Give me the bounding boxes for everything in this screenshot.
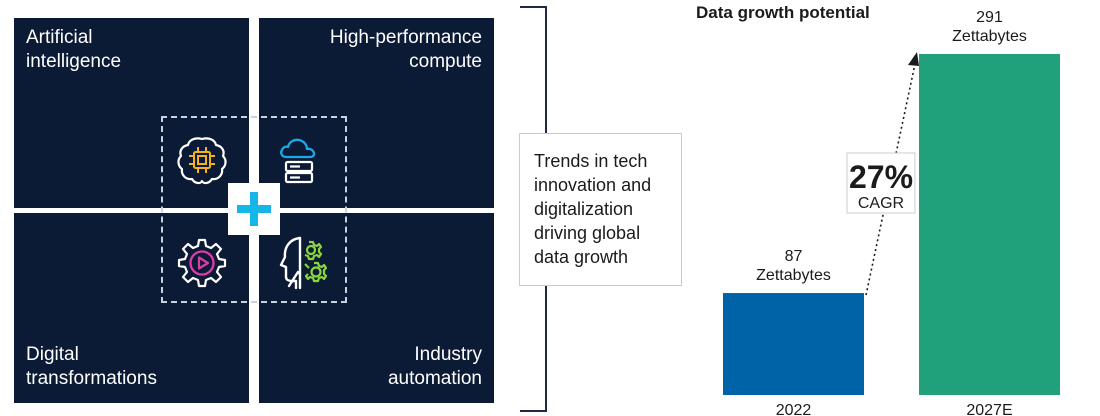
quadrant-industry-automation: Industry automation	[259, 213, 494, 403]
quadrant-label-line: transformations	[26, 368, 157, 389]
quadrant-label-line: intelligence	[26, 51, 122, 72]
quadrant-label-hpc: High-performance compute	[262, 26, 482, 74]
data-label-value: 291	[976, 9, 1003, 26]
data-growth-chart: Data growth potential 87 Zettabytes 2022 29…	[696, 3, 1060, 416]
robot-gear-icon	[276, 234, 334, 292]
x-tick-label: 2027E	[966, 402, 1012, 416]
quadrant-label-line: automation	[387, 368, 482, 389]
quadrant-label-line: High-performance	[329, 27, 482, 48]
quadrant-label-ai: Artificial intelligence	[26, 26, 246, 74]
cloud-server-icon	[270, 131, 328, 189]
quadrant-artificial-intelligence: Artificial intelligence	[14, 18, 249, 208]
data-label-value: 87	[785, 248, 803, 265]
cagr-box	[846, 152, 916, 214]
quadrant-digital-transformations: Digital transformations	[14, 213, 249, 403]
quadrant-label-ia: Industry automation	[262, 343, 482, 391]
chart-title: Data growth potential	[696, 3, 870, 22]
quadrant-high-performance-compute: High-performance compute	[259, 18, 494, 208]
cagr-value: 27%	[849, 159, 913, 195]
growth-arrow-head	[908, 52, 919, 66]
quadrant-label-line: Artificial	[26, 27, 93, 48]
gear-play-icon	[173, 234, 231, 292]
quadrant-label-dt: Digital transformations	[26, 343, 246, 391]
brain-chip-icon	[173, 131, 231, 189]
growth-arrow-line	[865, 63, 916, 296]
quadrant-label-line: Digital	[26, 344, 79, 365]
dashed-focus-box	[161, 116, 347, 303]
cagr-label: CAGR	[858, 195, 904, 212]
plus-icon	[228, 183, 280, 235]
data-label-unit: Zettabytes	[952, 28, 1027, 45]
quadrant-label-line: compute	[409, 51, 482, 72]
data-label-unit: Zettabytes	[756, 267, 831, 284]
bar-2022	[723, 293, 864, 395]
quadrant-label-line: Industry	[414, 344, 482, 365]
trend-text-box: Trends in tech innovation and digitaliza…	[519, 133, 682, 286]
bar-2027e	[919, 54, 1060, 395]
x-tick-label: 2022	[776, 402, 812, 416]
trend-text: Trends in tech innovation and digitaliza…	[534, 151, 652, 267]
